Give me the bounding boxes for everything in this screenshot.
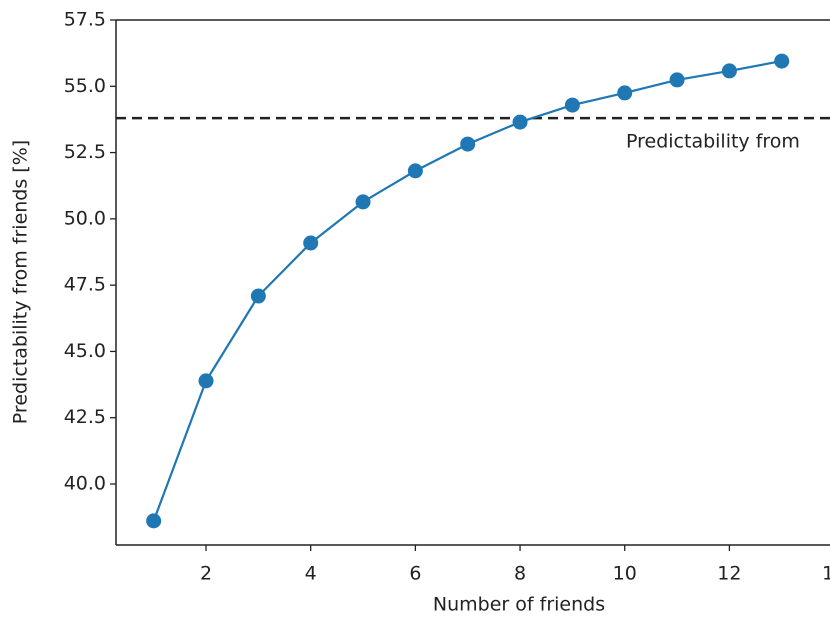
x-tick-label: 2 <box>200 563 212 585</box>
data-point <box>407 163 423 179</box>
data-point <box>198 373 214 389</box>
data-point <box>564 97 580 113</box>
y-tick-label: 45.0 <box>64 340 106 362</box>
data-point <box>303 235 319 251</box>
y-tick-label: 42.5 <box>64 406 106 428</box>
data-point <box>512 114 528 130</box>
y-tick-label: 52.5 <box>64 141 106 163</box>
data-point <box>146 513 162 529</box>
data-point <box>460 136 476 152</box>
x-axis-label: Number of friends <box>433 594 605 616</box>
x-tick-label: 8 <box>514 563 526 585</box>
reference-label: Predictability from <box>626 131 800 153</box>
x-tick-label: 6 <box>409 563 421 585</box>
data-point <box>355 194 371 210</box>
y-tick-label: 47.5 <box>64 274 106 296</box>
x-tick-label: 14 <box>822 563 830 585</box>
x-tick-label: 12 <box>717 563 741 585</box>
data-point <box>774 53 790 69</box>
x-tick-label: 10 <box>613 563 637 585</box>
data-point <box>721 63 737 79</box>
y-tick-label: 55.0 <box>64 75 106 97</box>
data-point <box>250 288 266 304</box>
data-point <box>669 72 685 88</box>
x-tick-label: 4 <box>305 563 317 585</box>
y-tick-label: 50.0 <box>64 207 106 229</box>
data-point <box>617 85 633 101</box>
y-axis-label: Predictability from friends [%] <box>10 140 32 424</box>
y-tick-label: 57.5 <box>64 9 106 31</box>
y-tick-label: 40.0 <box>64 473 106 495</box>
